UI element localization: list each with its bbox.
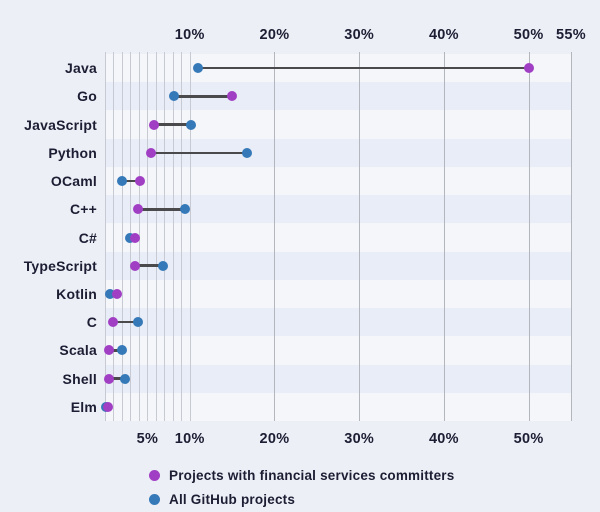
dot-financial [134, 176, 145, 187]
dumbbell-connector [138, 208, 186, 211]
gridline-major [528, 52, 530, 421]
tick-label-bottom: 20% [259, 431, 290, 447]
dot-financial [111, 288, 122, 299]
dumbbell-connector [134, 264, 163, 267]
legend-marker-financial-icon [149, 469, 160, 481]
row-label: Kotlin [56, 285, 97, 302]
dumbbell-connector [150, 151, 248, 155]
dumbbell-connector [121, 179, 140, 183]
dot-financial [523, 63, 534, 74]
gridline-minor [113, 52, 115, 421]
dot-all-github [169, 91, 180, 102]
row-label: C# [78, 229, 97, 246]
dot-financial [129, 232, 140, 243]
dot-all-github [157, 260, 168, 271]
tick-label-top: 55% [556, 27, 586, 43]
dot-all-github [120, 373, 131, 384]
dot-all-github [124, 232, 135, 243]
dot-financial [102, 401, 113, 412]
dumbbell-connector [154, 123, 192, 126]
dot-all-github [105, 288, 116, 299]
row-stripe [105, 251, 571, 280]
tick-label-bottom: 50% [513, 431, 544, 447]
row-label: OCaml [50, 173, 97, 190]
dot-all-github [116, 176, 127, 187]
dot-financial [227, 91, 238, 102]
row-label: Go [77, 88, 97, 105]
gridline-minor [172, 52, 174, 421]
tick-label-bottom: 5% [136, 431, 159, 447]
row-label: Python [48, 144, 97, 161]
gridline-minor [164, 52, 166, 421]
row-label: Elm [70, 398, 97, 415]
row-label: C [86, 314, 97, 331]
tick-label-bottom: 30% [344, 431, 375, 447]
tick-label-bottom: 40% [428, 431, 459, 447]
gridline-minor [147, 52, 149, 421]
tick-label-top: 40% [428, 27, 459, 43]
row-label: Scala [59, 342, 97, 359]
dot-all-github [180, 204, 191, 215]
dumbbell-connector [198, 66, 529, 70]
dumbbell-connector [109, 377, 126, 380]
gridline-minor [121, 52, 123, 421]
dumbbell-connector [109, 349, 122, 352]
row-stripe [105, 279, 571, 309]
tick-label-top: 30% [344, 27, 375, 43]
tick-label-bottom: 10% [174, 431, 205, 447]
legend-item-all-github: All GitHub projects [149, 488, 454, 510]
dumbbell-connector [174, 95, 233, 98]
dot-all-github [116, 345, 127, 356]
gridline-minor [105, 52, 106, 421]
legend-label-financial: Projects with financial services committ… [169, 467, 455, 483]
legend-label-all-github: All GitHub projects [169, 491, 296, 507]
row-stripe [105, 336, 571, 365]
tick-label-top: 20% [259, 27, 290, 43]
row-label: TypeScript [23, 257, 97, 274]
tick-label-top: 50% [513, 27, 544, 43]
legend-marker-all-github-icon [149, 493, 160, 505]
row-stripe [105, 308, 571, 337]
gridline-major [274, 52, 276, 421]
row-stripe [105, 364, 571, 393]
gridline-minor [155, 52, 157, 421]
gridline-major [443, 52, 445, 421]
gridline-minor [181, 52, 183, 421]
row-label: C++ [69, 201, 97, 218]
row-stripe [105, 166, 571, 196]
dot-financial [145, 147, 156, 158]
dot-all-github [133, 317, 144, 328]
row-label: JavaScript [24, 116, 97, 133]
legend-item-financial: Projects with financial services committ… [149, 464, 454, 486]
row-label: Shell [62, 370, 97, 387]
dot-financial [133, 204, 144, 215]
dot-all-github [186, 119, 197, 130]
dot-all-github [242, 147, 253, 158]
tick-label-top: 10% [174, 27, 205, 43]
dot-financial [104, 345, 115, 356]
dumbbell-connector [112, 320, 139, 324]
dot-all-github [193, 63, 204, 74]
gridline-major [571, 52, 572, 421]
dot-financial [107, 317, 118, 328]
dot-financial [129, 260, 140, 271]
legend: Projects with financial services committ… [149, 464, 454, 512]
row-label: Java [65, 60, 97, 77]
row-stripe [105, 223, 571, 252]
gridline-minor [189, 52, 191, 421]
dot-financial [104, 373, 115, 384]
gridline-major [359, 52, 361, 421]
row-stripe [105, 392, 571, 421]
dot-financial [149, 119, 160, 130]
